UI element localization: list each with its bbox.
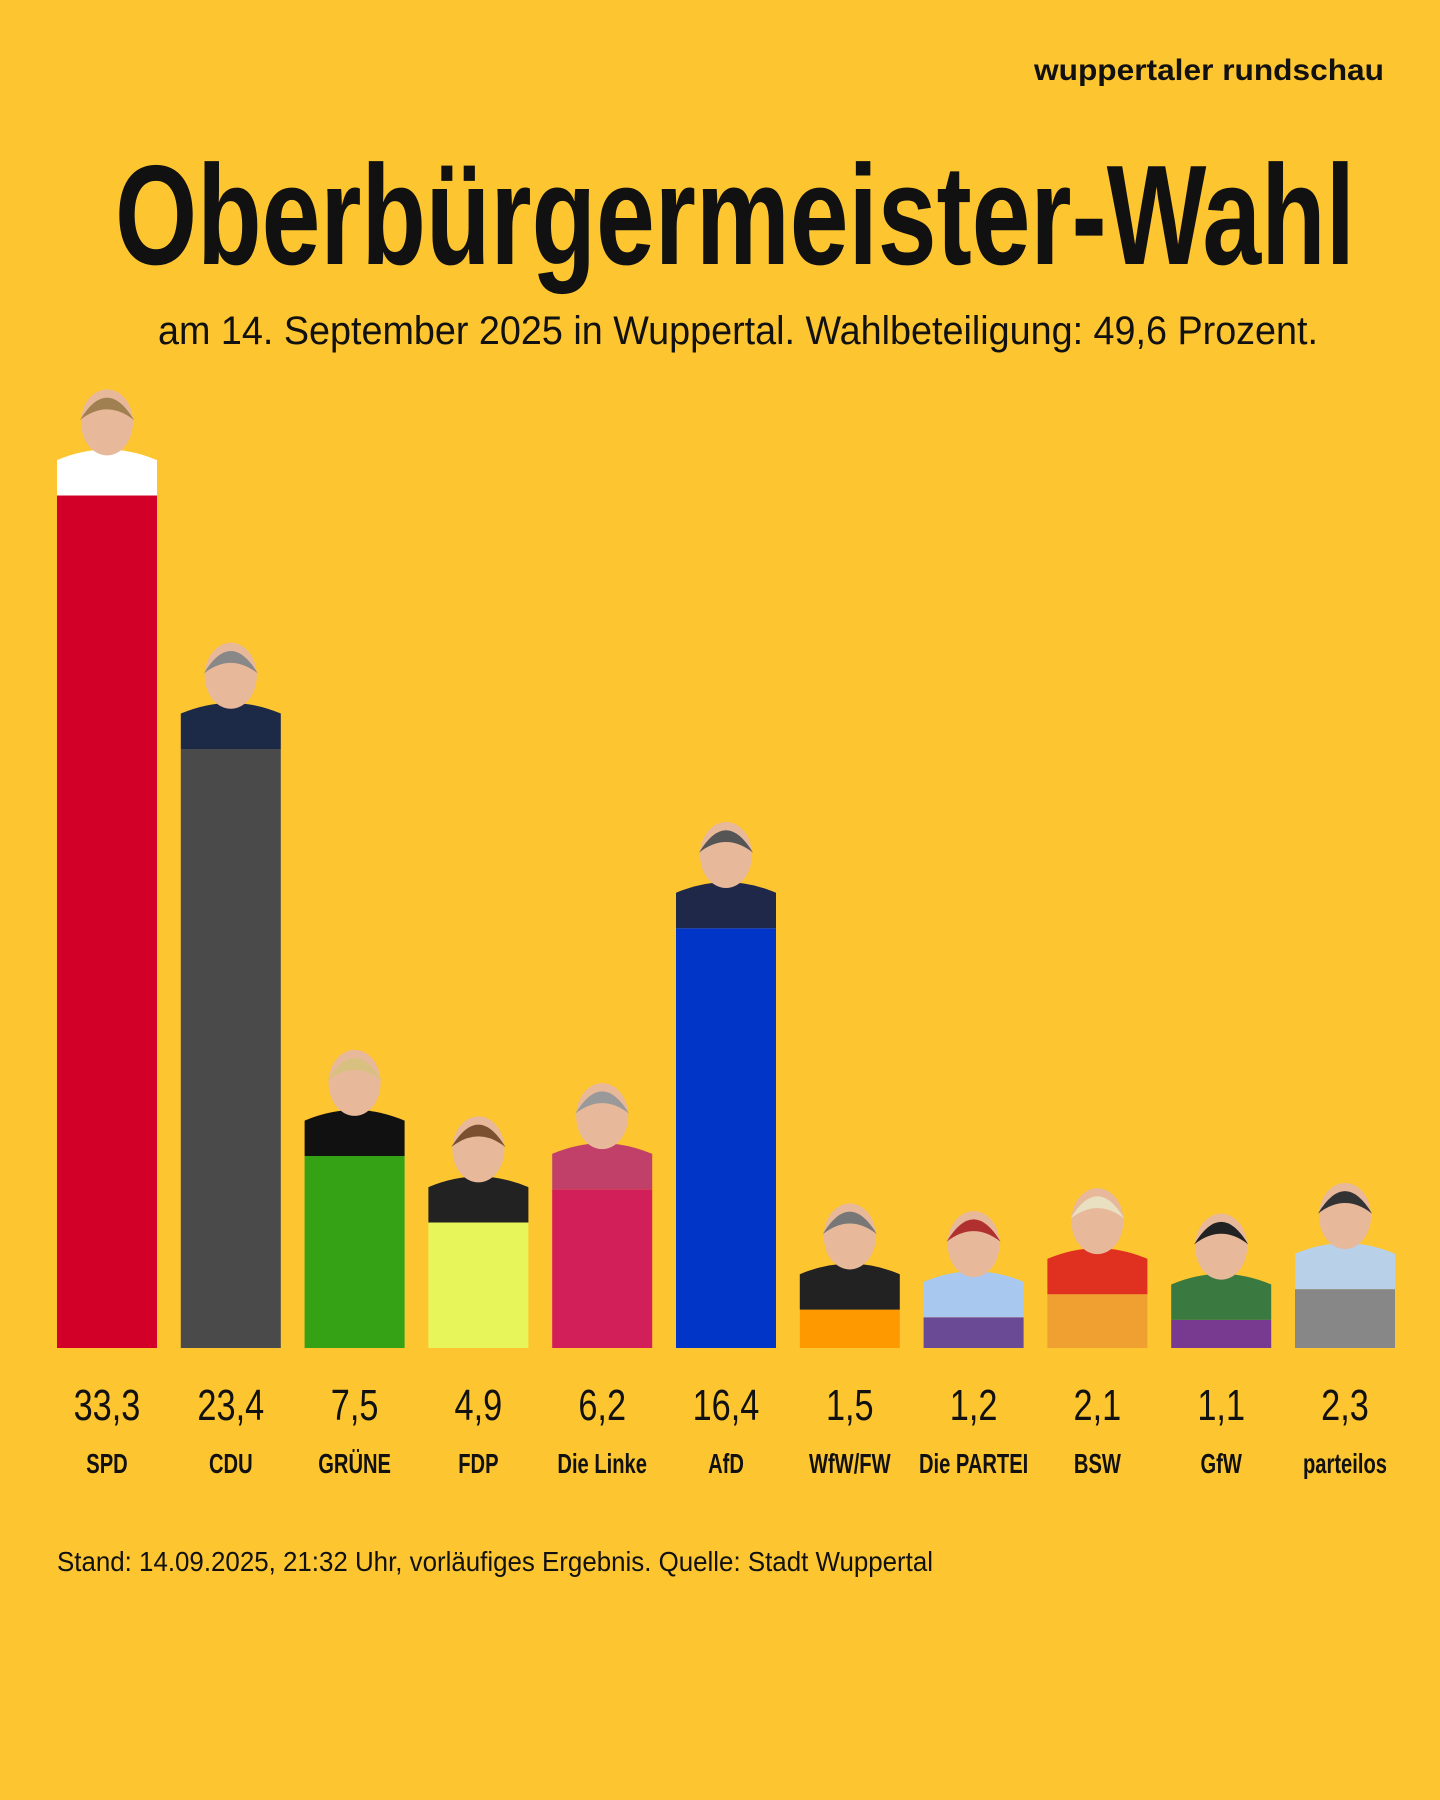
candidate-hair bbox=[327, 1058, 382, 1081]
page-title: Oberbürgermeister-Wahl bbox=[115, 136, 1355, 295]
value-label: 2,3 bbox=[1321, 1381, 1369, 1430]
photos-group bbox=[57, 389, 1395, 1320]
candidate-hair bbox=[451, 1124, 506, 1148]
value-labels-group: 33,3 23,4 7,5 4,9 6,2 16,4 1,5 1,2 2,1 1,1 2,3 bbox=[74, 1381, 1369, 1430]
bar-gfw bbox=[1171, 1319, 1272, 1348]
bar-afd bbox=[676, 928, 776, 1348]
candidate-photo bbox=[57, 389, 157, 496]
value-label: 2,1 bbox=[1074, 1381, 1122, 1430]
value-label: 6,2 bbox=[578, 1381, 626, 1430]
bars-group bbox=[57, 495, 1395, 1348]
candidate-photo bbox=[428, 1116, 529, 1223]
bar-fdp bbox=[428, 1222, 529, 1348]
bar-die-partei bbox=[923, 1317, 1024, 1348]
candidate-hair bbox=[1318, 1191, 1372, 1214]
candidate-photo bbox=[923, 1211, 1024, 1318]
category-label: Die PARTEI bbox=[919, 1449, 1028, 1480]
category-labels-group: SPD CDU GRÜNE FDP Die Linke AfD WfW/FW Die PART… bbox=[86, 1449, 1387, 1480]
candidate-hair bbox=[203, 651, 258, 674]
category-label: SPD bbox=[86, 1449, 127, 1480]
candidate-body bbox=[1047, 1248, 1148, 1295]
value-label: 33,3 bbox=[74, 1381, 141, 1430]
candidate-hair bbox=[80, 397, 134, 420]
candidate-body bbox=[799, 1263, 900, 1310]
category-label: Die Linke bbox=[557, 1449, 647, 1480]
candidate-body bbox=[552, 1143, 653, 1190]
candidate-hair bbox=[699, 830, 753, 853]
category-label: WfW/FW bbox=[809, 1449, 891, 1480]
value-label: 16,4 bbox=[693, 1381, 760, 1430]
value-label: 23,4 bbox=[197, 1381, 264, 1430]
value-label: 1,2 bbox=[950, 1381, 998, 1430]
bar-cdu bbox=[180, 748, 281, 1348]
value-label: 4,9 bbox=[455, 1381, 503, 1430]
category-label: parteilos bbox=[1303, 1449, 1387, 1480]
candidate-hair bbox=[1194, 1221, 1249, 1245]
candidate-body bbox=[180, 702, 281, 749]
candidate-body bbox=[676, 882, 776, 929]
candidate-body bbox=[923, 1271, 1024, 1318]
source-footer: Stand: 14.09.2025, 21:32 Uhr, vorläufige… bbox=[57, 1546, 933, 1577]
category-label: AfD bbox=[708, 1449, 744, 1480]
category-label: GRÜNE bbox=[318, 1449, 391, 1480]
candidate-body bbox=[1295, 1243, 1395, 1290]
candidate-photo bbox=[552, 1083, 653, 1190]
bar-die-linke bbox=[552, 1189, 653, 1348]
bar-wfw-fw bbox=[799, 1309, 900, 1348]
candidate-photo bbox=[180, 642, 281, 749]
candidate-body bbox=[57, 449, 157, 496]
brand-logo: wuppertaler rundschau bbox=[1033, 54, 1384, 87]
category-label: CDU bbox=[209, 1449, 253, 1480]
candidate-body bbox=[428, 1176, 529, 1223]
candidate-photo bbox=[676, 822, 776, 929]
bar-parteilos bbox=[1295, 1289, 1395, 1348]
candidate-body bbox=[304, 1109, 405, 1156]
value-label: 1,5 bbox=[826, 1381, 874, 1430]
candidate-photo bbox=[1047, 1188, 1148, 1295]
candidate-photo bbox=[1171, 1213, 1272, 1320]
value-label: 7,5 bbox=[331, 1381, 379, 1430]
candidate-body bbox=[1171, 1273, 1272, 1320]
subtitle: am 14. September 2025 in Wuppertal. Wahl… bbox=[158, 309, 1318, 353]
candidate-photo bbox=[799, 1203, 900, 1310]
category-label: GfW bbox=[1201, 1449, 1242, 1480]
value-label: 1,1 bbox=[1197, 1381, 1245, 1430]
candidate-hair bbox=[1070, 1196, 1125, 1219]
candidate-hair bbox=[822, 1211, 877, 1235]
category-label: BSW bbox=[1074, 1449, 1121, 1480]
category-label: FDP bbox=[458, 1449, 498, 1480]
bar-grüne bbox=[304, 1156, 405, 1348]
bar-spd bbox=[57, 495, 157, 1348]
bar-bsw bbox=[1047, 1294, 1148, 1348]
candidate-hair bbox=[946, 1219, 1001, 1242]
candidate-photo bbox=[304, 1049, 405, 1156]
candidate-hair bbox=[575, 1091, 630, 1114]
candidate-photo bbox=[1295, 1182, 1395, 1290]
